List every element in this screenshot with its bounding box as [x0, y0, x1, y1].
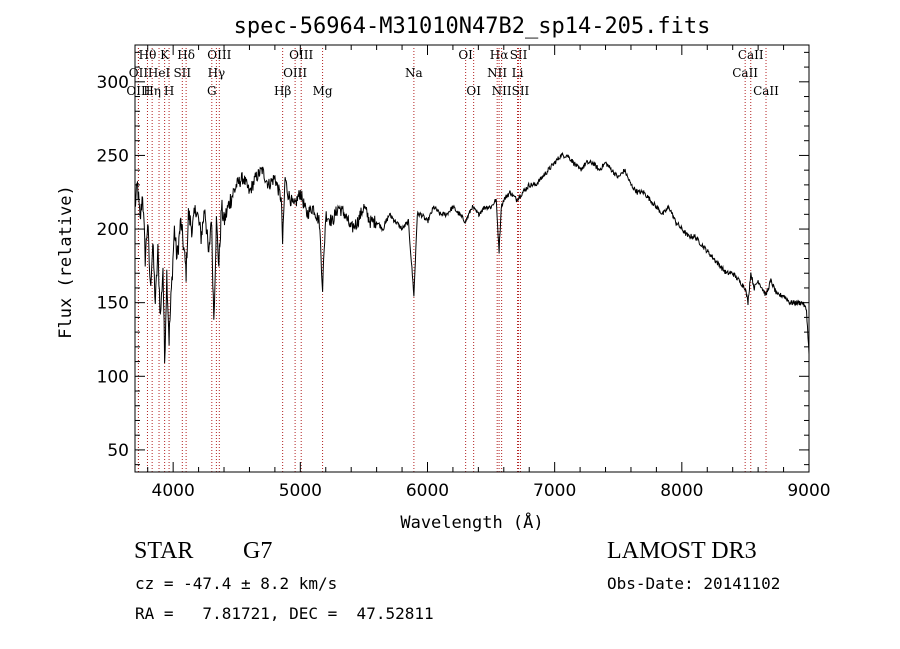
- y-tick-label-300: 300: [97, 73, 129, 93]
- line-label-15: Mg: [313, 84, 333, 98]
- y-tick-label-250: 250: [97, 146, 129, 166]
- x-tick-label-9000: 9000: [787, 481, 830, 501]
- line-label-7: SII: [173, 66, 191, 80]
- y-axis-label: Flux (relative): [56, 185, 76, 339]
- x-tick-label-6000: 6000: [406, 481, 449, 501]
- line-label-23: NII: [492, 84, 512, 98]
- line-label-12: OIII: [289, 48, 313, 62]
- line-label-20: SII: [510, 48, 528, 62]
- spectrum-series-0: [134, 151, 810, 364]
- line-label-14: Hβ: [274, 84, 291, 98]
- line-label-8: H: [164, 84, 174, 98]
- line-label-0: Hθ: [139, 48, 157, 62]
- y-tick-label-150: 150: [97, 294, 129, 314]
- coordinates: RA = 7.81721, DEC = 47.52811: [135, 604, 434, 623]
- y-tick-label-200: 200: [97, 220, 129, 240]
- y-tick-label-100: 100: [97, 367, 129, 387]
- line-label-19: Hα: [490, 48, 509, 62]
- line-label-6: Hδ: [177, 48, 195, 62]
- line-label-27: CaII: [753, 84, 779, 98]
- object-class: STAR: [134, 538, 194, 564]
- line-label-18: OI: [466, 84, 481, 98]
- line-label-22: Li: [512, 66, 524, 80]
- plot-frame: [134, 44, 810, 473]
- line-label-3: K: [160, 48, 170, 62]
- line-label-25: CaII: [738, 48, 764, 62]
- y-tick-label-50: 50: [107, 441, 129, 461]
- line-label-24: SII: [512, 84, 530, 98]
- line-label-10: Hγ: [208, 66, 226, 80]
- x-tick-label-4000: 4000: [152, 481, 195, 501]
- chart-title: spec-56964-M31010N47B2_sp14-205.fits: [234, 14, 711, 39]
- x-axis-label: Wavelength (Å): [400, 511, 543, 533]
- survey-name: LAMOST DR3: [607, 538, 757, 564]
- line-label-13: OIII: [283, 66, 307, 80]
- line-label-5: Hη: [143, 84, 161, 98]
- obs-date: Obs-Date: 20141102: [607, 574, 781, 593]
- line-label-4: HeI: [148, 66, 171, 80]
- x-tick-label-7000: 7000: [533, 481, 576, 501]
- line-label-21: NII: [487, 66, 507, 80]
- line-label-9: OIII: [207, 48, 231, 62]
- subclass: G7: [243, 538, 273, 564]
- redshift-text: cz = -47.4 ± 8.2 km/s: [135, 574, 338, 593]
- x-tick-label-8000: 8000: [660, 481, 703, 501]
- line-label-11: G: [207, 84, 217, 98]
- line-label-17: OI: [458, 48, 473, 62]
- line-label-26: CaII: [732, 66, 758, 80]
- x-tick-label-5000: 5000: [279, 481, 322, 501]
- line-label-2: OIII: [126, 84, 150, 98]
- line-label-16: Na: [405, 66, 423, 80]
